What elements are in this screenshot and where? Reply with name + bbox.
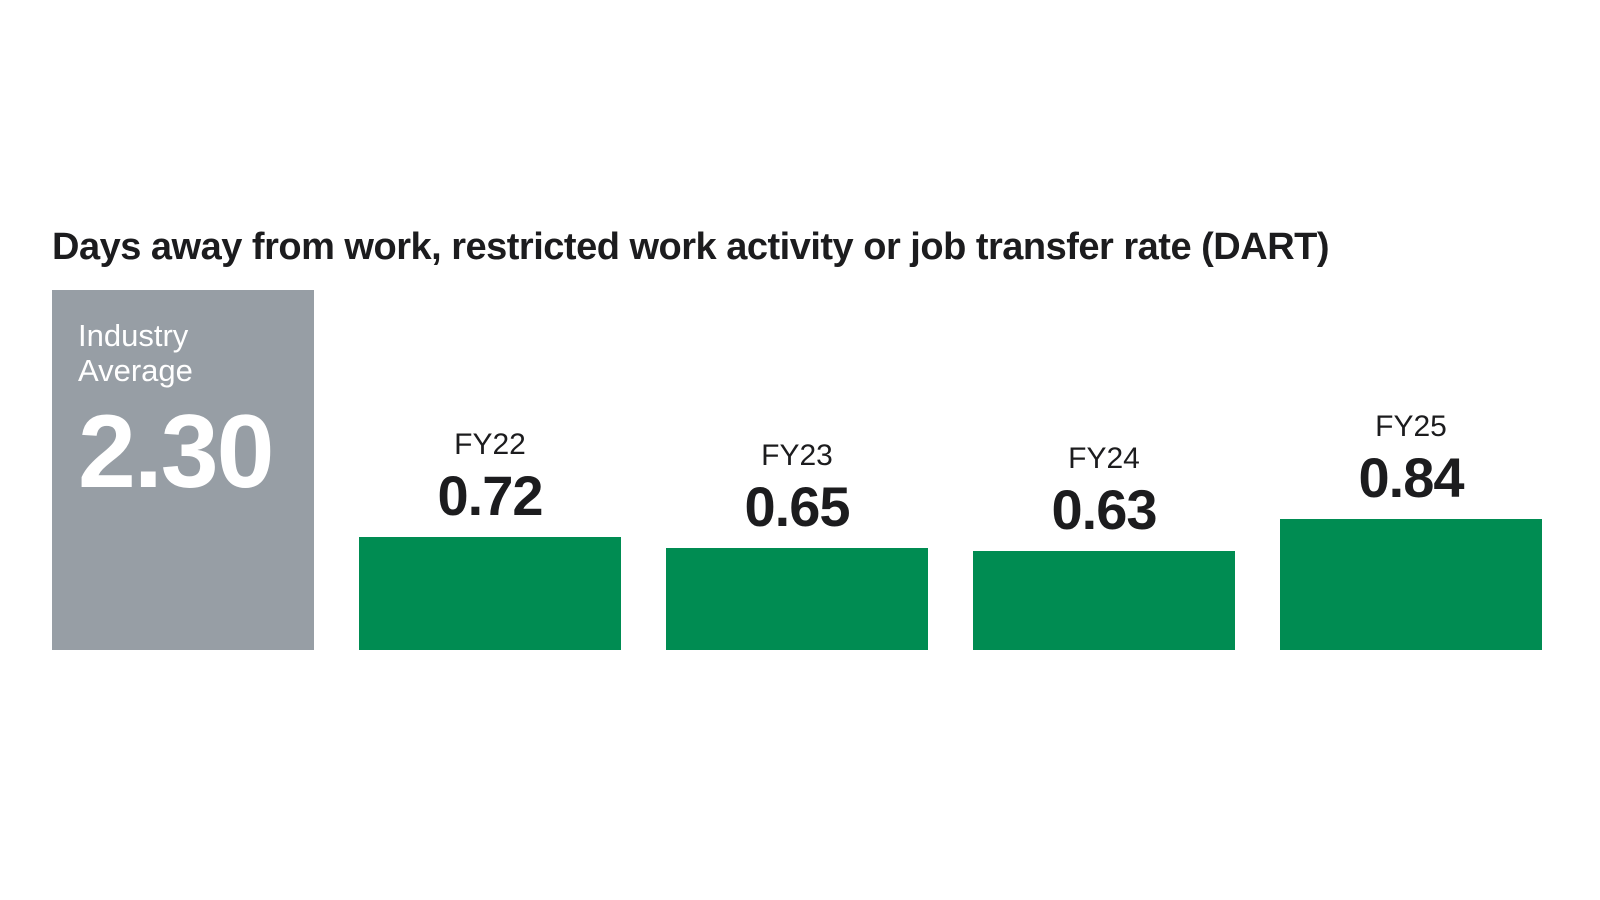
bar-rect [359, 537, 621, 650]
bar-rect [666, 548, 928, 650]
chart-title: Days away from work, restricted work act… [52, 226, 1330, 268]
bar-rect [1280, 518, 1542, 650]
bar-column-fy22: FY22 0.72 [359, 428, 621, 650]
bar-column-fy23: FY23 0.65 [666, 439, 928, 650]
bar-category-label: FY23 [761, 439, 833, 473]
bar-category-label: FY22 [454, 428, 526, 462]
bar-rect [973, 551, 1235, 650]
bar-value-label: 0.65 [744, 475, 851, 539]
industry-average-box: Industry Average 2.30 [52, 290, 314, 650]
bar-value-label: 0.63 [1051, 478, 1158, 542]
bar-category-label: FY25 [1375, 409, 1447, 443]
bar-value-label: 0.72 [437, 464, 544, 528]
industry-average-value: 2.30 [78, 394, 274, 510]
bar-column-fy24: FY24 0.63 [973, 442, 1235, 650]
bar-category-label: FY24 [1068, 442, 1140, 476]
industry-average-label: Industry Average [78, 318, 193, 388]
bar-value-label: 0.84 [1358, 445, 1465, 509]
bar-column-fy25: FY25 0.84 [1280, 409, 1542, 650]
bar-chart: Industry Average 2.30 FY22 0.72 FY23 0.65 FY… [52, 290, 1544, 650]
